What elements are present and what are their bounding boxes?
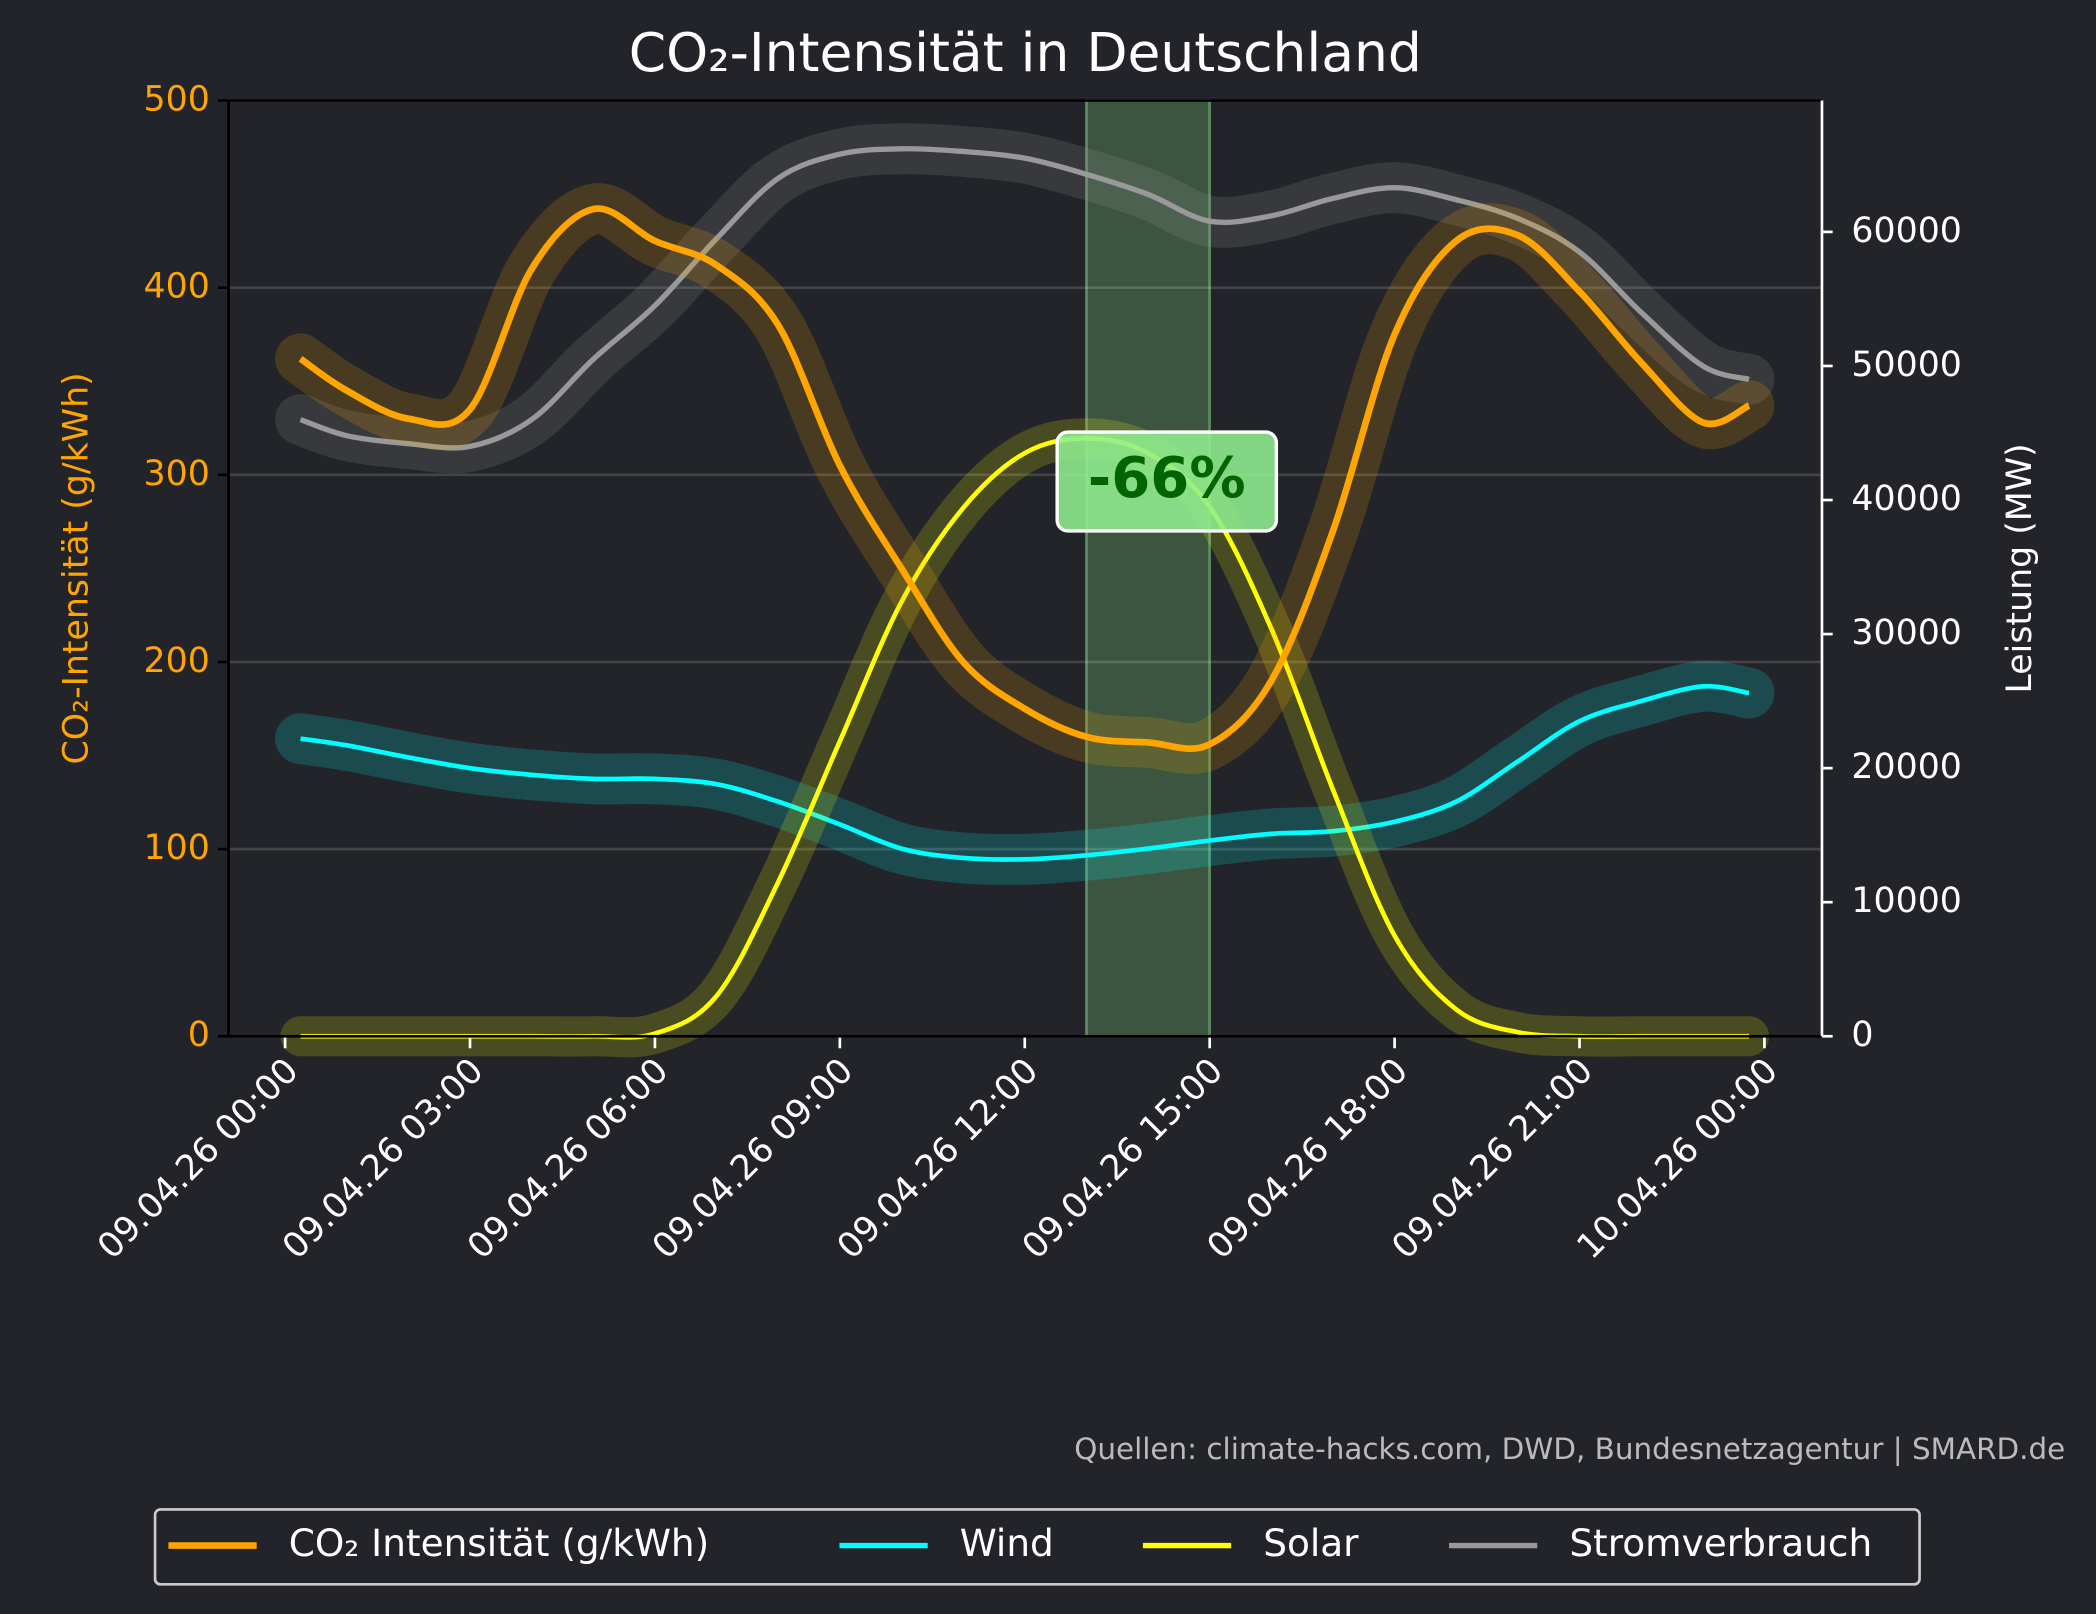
y2-tick-label: 20000 [1851, 747, 1962, 787]
y-axis-label: CO₂-Intensität (g/kWh) [57, 372, 97, 764]
annotation-box [1055, 430, 1279, 533]
y2-tick-label: 0 [1851, 1015, 1873, 1055]
y-tick-label: 0 [188, 1015, 210, 1055]
y-tick-label: 400 [144, 267, 210, 307]
legend-label: CO₂ Intensität (g/kWh) [289, 1521, 710, 1565]
annotation: -66% [1088, 446, 1246, 511]
legend-box [153, 1508, 1921, 1586]
y-tick-label: 500 [144, 80, 210, 120]
chart-title: CO₂-Intensität in Deutschland [629, 21, 1422, 84]
y2-axis-label: Leistung (MW) [2000, 443, 2040, 693]
highlight-span [1085, 99, 1212, 1038]
y2-tick-label: 30000 [1851, 613, 1962, 653]
source-note: Quellen: climate-hacks.com, DWD, Bundesn… [1074, 1432, 2065, 1467]
y-tick-label: 200 [144, 641, 210, 681]
series-line [300, 683, 1750, 862]
series-line [298, 205, 1751, 753]
legend-label: Wind [960, 1521, 1054, 1565]
series-line [299, 146, 1750, 451]
y2-tick-label: 50000 [1851, 345, 1962, 385]
y-tick-label: 300 [144, 454, 210, 494]
legend-label: Stromverbrauch [1569, 1521, 1872, 1565]
legend-label: Solar [1263, 1521, 1359, 1565]
y2-tick-label: 10000 [1851, 881, 1962, 921]
y2-tick-label: 60000 [1851, 211, 1962, 251]
y-tick-label: 100 [144, 828, 210, 868]
y2-tick-label: 40000 [1851, 479, 1962, 519]
